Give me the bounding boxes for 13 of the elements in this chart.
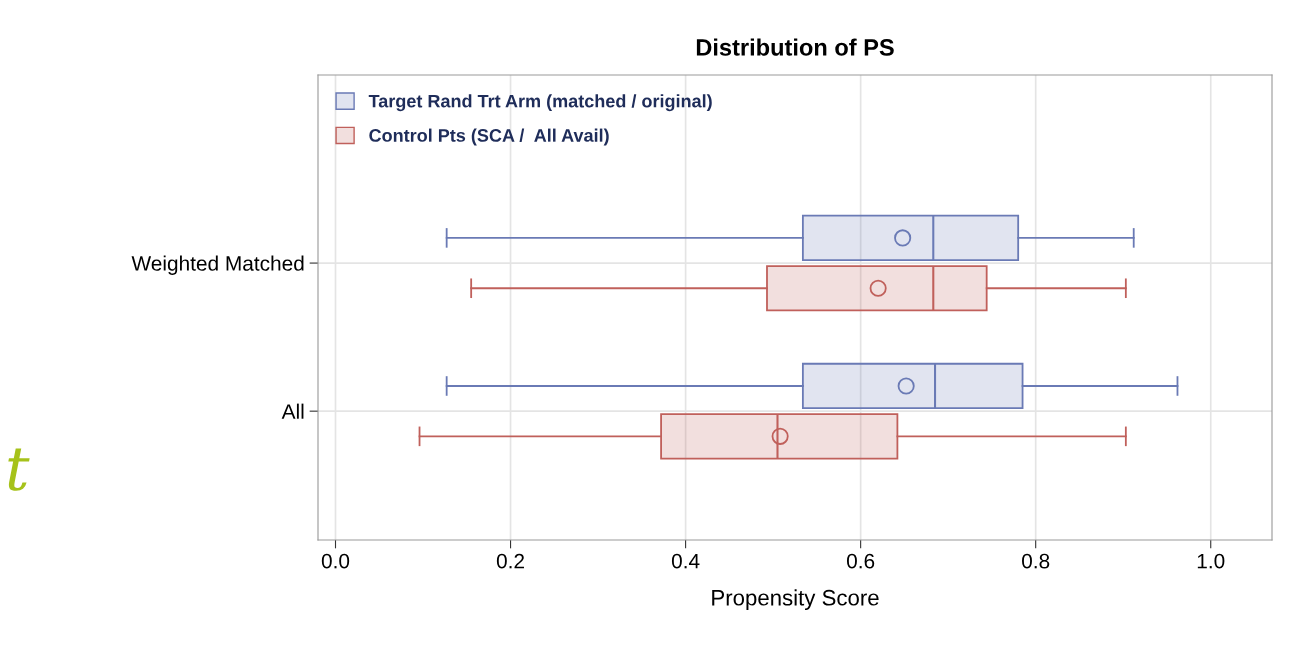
chart-title: Distribution of PS	[696, 38, 894, 56]
x-tick-label: 0.8	[1022, 553, 1050, 569]
x-axis-title: Propensity Score	[712, 589, 879, 610]
text: t	[8, 448, 30, 491]
x-tick-label: 0.4	[671, 553, 700, 569]
legend-label: Control Pts (SCA / All Avail)	[369, 128, 609, 146]
y-tick-label: Weighted Matched	[131, 255, 304, 275]
y-tick-label: All	[281, 403, 304, 419]
legend-label: Target Rand Trt Arm (matched / original)	[368, 94, 712, 112]
x-tick-label: 0.2	[496, 553, 524, 569]
x-tick-label: 1.0	[1197, 553, 1225, 569]
x-tick-label: 0.0	[321, 553, 350, 569]
x-tick-label: 0.6	[846, 553, 875, 569]
